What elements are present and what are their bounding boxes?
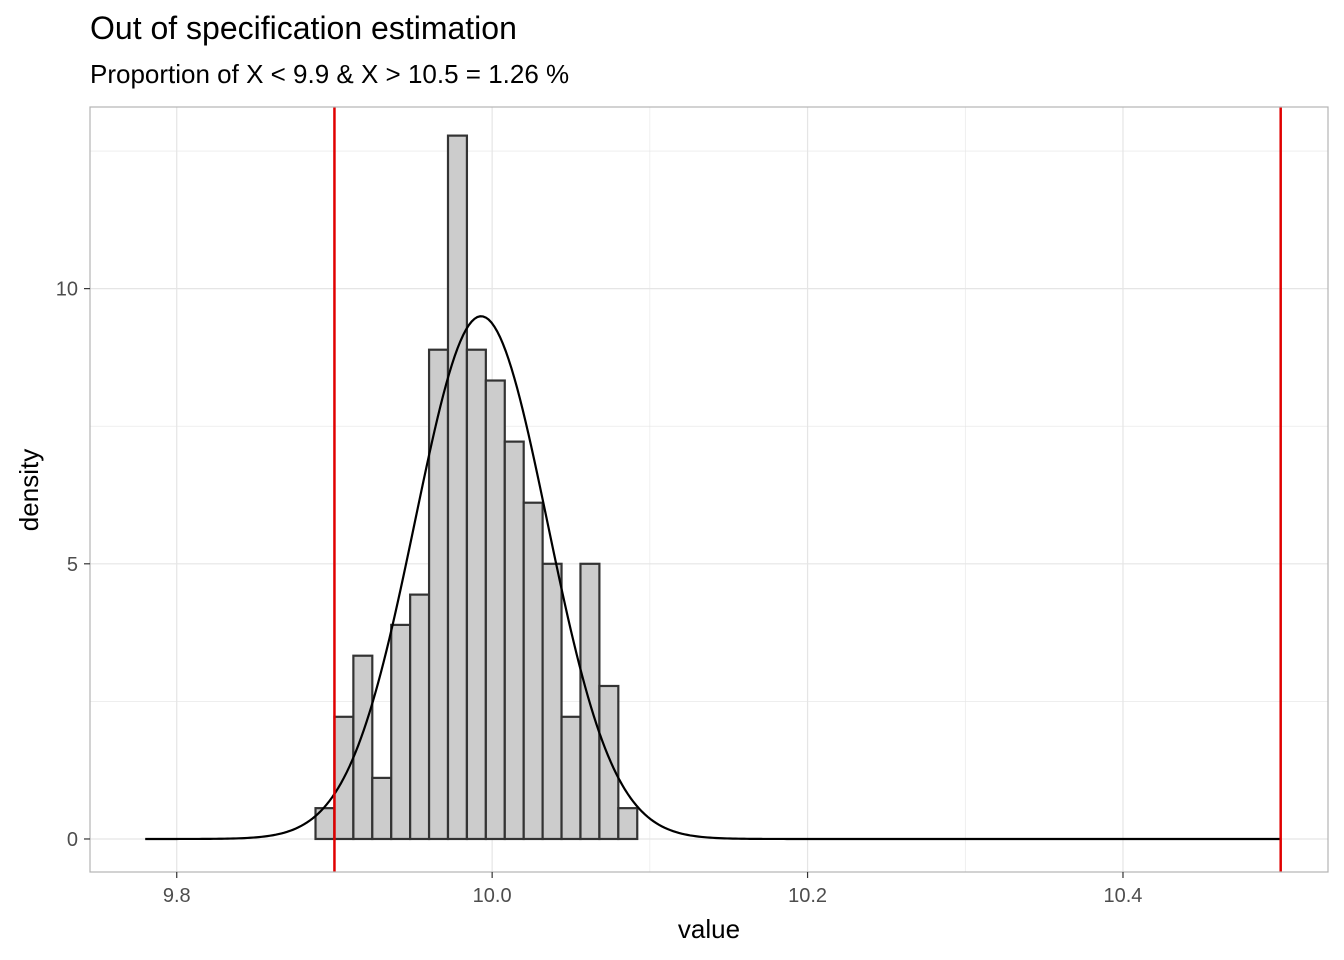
density-curve-layer	[145, 315, 1281, 841]
histogram-bar	[446, 134, 469, 841]
y-tick-label: 10	[56, 279, 78, 301]
histogram-bar	[465, 348, 487, 841]
density-curve	[145, 315, 1281, 841]
panel-border	[89, 106, 1329, 873]
grid-lines	[90, 107, 1328, 872]
x-axis-ticks: 9.8 10.0 10.2 10.4	[163, 872, 1143, 907]
histogram-bar	[427, 348, 450, 841]
chart-subtitle: Proportion of X < 9.9 & X > 10.5 = 1.26 …	[90, 59, 570, 89]
histogram-bar	[371, 776, 393, 841]
histogram-bar	[409, 593, 431, 841]
y-axis-ticks: 0 5 10	[56, 279, 90, 851]
x-tick-label: 10.4	[1104, 885, 1143, 907]
y-axis-title: density	[14, 449, 44, 531]
histogram-bar	[390, 623, 412, 841]
histogram-bars	[314, 134, 639, 841]
x-tick-label: 10.2	[788, 885, 827, 907]
spec-limit-lines	[333, 107, 1282, 872]
histogram-bar	[598, 684, 620, 841]
y-tick-label: 5	[67, 554, 78, 576]
histogram-bar	[560, 715, 582, 841]
histogram-bar	[522, 501, 544, 841]
histogram-bar	[352, 654, 374, 841]
y-tick-label: 0	[67, 829, 78, 851]
histogram-bar	[617, 807, 639, 841]
x-axis-title: value	[678, 914, 740, 944]
histogram-bar	[503, 440, 525, 841]
histogram-bar	[541, 562, 563, 841]
x-tick-label: 10.0	[473, 885, 512, 907]
x-tick-label: 9.8	[163, 885, 191, 907]
histogram-bar	[484, 379, 506, 841]
chart-title: Out of specification estimation	[90, 10, 517, 46]
